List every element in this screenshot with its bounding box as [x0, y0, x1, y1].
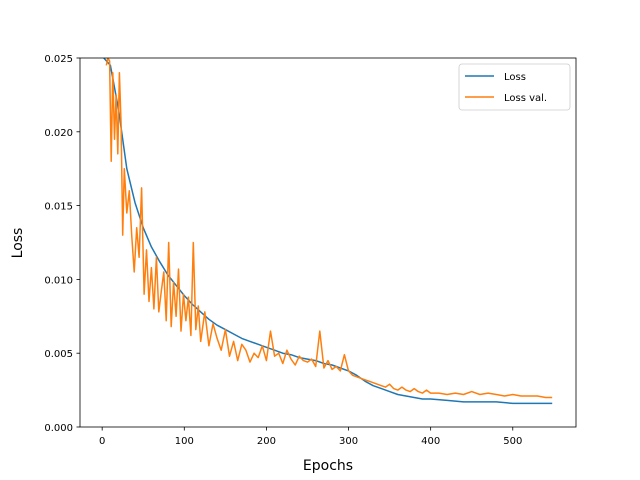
x-axis-ticks: 0 100 200 300 400 500	[99, 427, 522, 447]
x-axis-title: Epochs	[303, 458, 353, 474]
y-tick-label: 0.010	[44, 275, 73, 286]
x-tick-label: 300	[339, 436, 358, 447]
x-tick-label: 100	[175, 436, 194, 447]
y-tick-label: 0.005	[44, 349, 73, 360]
y-tick-label: 0.025	[44, 54, 73, 65]
x-tick-label: 400	[421, 436, 440, 447]
plot-area	[80, 58, 576, 427]
legend-label-loss-val: Loss val.	[504, 93, 547, 104]
legend: Loss Loss val.	[458, 63, 571, 111]
series-line-loss-val	[105, 58, 553, 399]
x-tick-label: 200	[257, 436, 276, 447]
y-axis-ticks: 0.000 0.005 0.010 0.015 0.020 0.025	[44, 54, 80, 434]
legend-label-loss: Loss	[504, 72, 526, 83]
plot-frame	[79, 57, 577, 428]
y-tick-label: 0.000	[44, 423, 73, 434]
y-tick-label: 0.015	[44, 202, 73, 213]
x-tick-label: 0	[99, 436, 105, 447]
series-layer	[103, 58, 553, 405]
x-tick-label: 500	[503, 436, 522, 447]
y-tick-label: 0.020	[44, 128, 73, 139]
y-axis-title: Loss	[10, 228, 26, 259]
